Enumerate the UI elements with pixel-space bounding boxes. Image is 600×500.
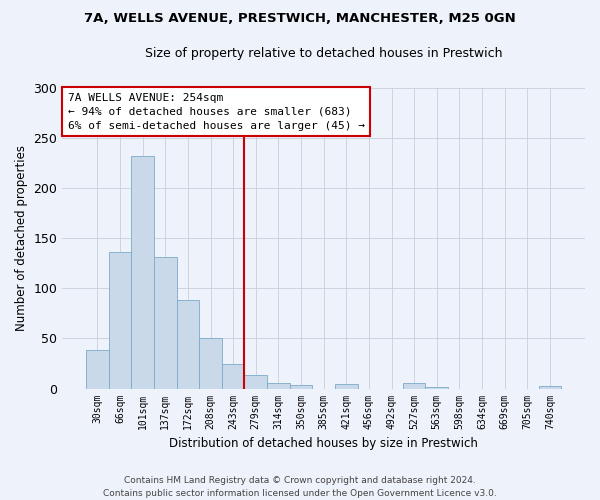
Bar <box>335 384 358 388</box>
Text: Contains HM Land Registry data © Crown copyright and database right 2024.
Contai: Contains HM Land Registry data © Crown c… <box>103 476 497 498</box>
Text: 7A WELLS AVENUE: 254sqm
← 94% of detached houses are smaller (683)
6% of semi-de: 7A WELLS AVENUE: 254sqm ← 94% of detache… <box>68 92 365 130</box>
X-axis label: Distribution of detached houses by size in Prestwich: Distribution of detached houses by size … <box>169 437 478 450</box>
Text: 7A, WELLS AVENUE, PRESTWICH, MANCHESTER, M25 0GN: 7A, WELLS AVENUE, PRESTWICH, MANCHESTER,… <box>84 12 516 26</box>
Bar <box>109 252 131 388</box>
Y-axis label: Number of detached properties: Number of detached properties <box>15 146 28 332</box>
Bar <box>86 350 109 389</box>
Bar <box>267 382 290 388</box>
Bar <box>403 382 425 388</box>
Bar <box>199 338 222 388</box>
Bar <box>154 258 176 388</box>
Bar <box>290 384 313 388</box>
Title: Size of property relative to detached houses in Prestwich: Size of property relative to detached ho… <box>145 48 502 60</box>
Bar <box>131 156 154 388</box>
Bar <box>176 300 199 388</box>
Bar <box>222 364 244 388</box>
Bar <box>425 386 448 388</box>
Bar <box>244 374 267 388</box>
Bar <box>539 386 561 388</box>
